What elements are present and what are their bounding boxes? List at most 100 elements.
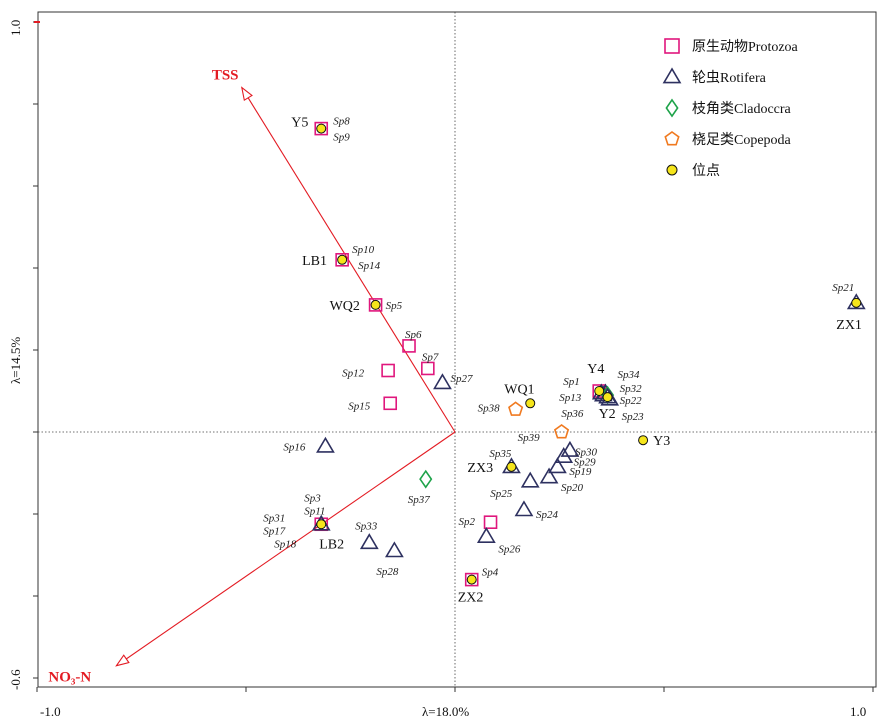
species-label-sp3: Sp3 xyxy=(304,492,321,504)
x-axis-title: λ=18.0% xyxy=(422,704,469,719)
species-marker-sp7 xyxy=(421,361,435,376)
species-marker-sp33 xyxy=(359,533,379,550)
x-tick-max: 1.0 xyxy=(850,704,866,719)
site-marker-zx2 xyxy=(466,574,477,585)
reference-lines xyxy=(33,12,876,692)
species-marker-sp39 xyxy=(553,424,570,439)
species-marker-sp24 xyxy=(514,500,534,517)
site-marker-lb1 xyxy=(337,254,348,265)
legend-protozoa-label: 原生动物Protozoa xyxy=(692,39,799,55)
legend-rotifera-label: 轮虫Rotifera xyxy=(692,70,767,86)
species-marker-sp8 xyxy=(314,121,329,136)
y-tick-min: -0.6 xyxy=(8,669,23,690)
site-label-wq1: WQ1 xyxy=(504,382,534,397)
species-label-sp7: Sp7 xyxy=(422,351,439,363)
site-marker-lb2 xyxy=(316,519,327,530)
species-label-sp25: Sp25 xyxy=(490,488,513,500)
species-label-sp27: Sp27 xyxy=(450,373,473,385)
species-label-sp5: Sp5 xyxy=(386,300,403,312)
site-label-wq2: WQ2 xyxy=(330,299,360,314)
species-label-sp10: Sp10 xyxy=(352,244,375,256)
species-label-sp12: Sp12 xyxy=(342,368,365,380)
species-label-sp16: Sp16 xyxy=(283,441,306,453)
species-marker-sp27 xyxy=(433,373,452,390)
species-marker-sp37 xyxy=(419,469,433,489)
species-label-sp19: Sp19 xyxy=(569,466,592,478)
species-label-sp36: Sp36 xyxy=(561,408,584,420)
env-vector-line xyxy=(116,431,456,667)
species-label-sp17: Sp17 xyxy=(263,525,286,537)
y-axis-title: λ=14.5% xyxy=(8,337,23,384)
species-marker-sp19 xyxy=(548,457,567,474)
site-label-lb1: LB1 xyxy=(302,254,327,269)
legend-copepoda-label: 桡足类Copepoda xyxy=(692,132,792,148)
species-label-sp13: Sp13 xyxy=(559,392,582,404)
species-label-sp35: Sp35 xyxy=(489,448,512,460)
species-label-sp37: Sp37 xyxy=(408,494,431,506)
species-label-sp33: Sp33 xyxy=(355,521,378,533)
legend-site-icon xyxy=(666,164,678,176)
species-marker-sp30 xyxy=(560,440,580,457)
env-vector-label: NO₃-N xyxy=(48,670,91,686)
species-label-sp22: Sp22 xyxy=(620,395,643,407)
species-marker-sp5 xyxy=(368,298,383,312)
legend: 原生动物Protozoa 轮虫Rotifera 枝角类Cladoccra 桡足类Cop… xyxy=(662,38,799,179)
legend-copepoda-icon xyxy=(664,131,680,146)
site-markers xyxy=(316,123,862,585)
env-vector-label: TSS xyxy=(212,68,239,84)
x-tick-min: -1.0 xyxy=(40,704,61,719)
legend-rotifera-icon xyxy=(662,67,682,84)
species-label-sp24: Sp24 xyxy=(536,509,559,521)
species-label-sp39: Sp39 xyxy=(518,432,541,444)
site-marker-y5 xyxy=(316,123,327,134)
species-label-sp29: Sp29 xyxy=(574,457,597,469)
species-label-sp38: Sp38 xyxy=(478,402,501,414)
species-marker-sp2 xyxy=(483,515,498,530)
site-label-y5: Y5 xyxy=(291,116,308,131)
legend-item-site: 位点 xyxy=(666,163,720,179)
species-label-sp1: Sp1 xyxy=(563,376,580,388)
site-label-y2: Y2 xyxy=(599,407,616,422)
species-label-sp26: Sp26 xyxy=(498,544,520,556)
legend-site-label: 位点 xyxy=(692,163,720,179)
species-label-sp30: Sp30 xyxy=(575,446,598,458)
legend-cladocera-label: 枝角类Cladoccra xyxy=(692,101,792,117)
legend-item-rotifera: 轮虫Rotifera xyxy=(662,67,767,86)
env-vector-arrowhead xyxy=(240,86,253,102)
species-label-sp23: Sp23 xyxy=(622,411,645,423)
site-label-y3: Y3 xyxy=(653,434,670,449)
species-marker-sp15 xyxy=(383,396,398,411)
species-label-sp21: Sp21 xyxy=(832,282,854,294)
species-marker-sp38 xyxy=(508,401,524,416)
site-marker-y4 xyxy=(594,386,605,396)
site-label-zx2: ZX2 xyxy=(458,591,484,606)
legend-item-cladocera: 枝角类Cladoccra xyxy=(665,98,792,118)
site-label-y4: Y4 xyxy=(587,362,604,377)
species-label-sp8: Sp8 xyxy=(333,116,350,128)
species-label-sp14: Sp14 xyxy=(358,260,381,272)
site-marker-wq2 xyxy=(370,299,381,310)
species-label-sp4: Sp4 xyxy=(482,567,499,579)
species-label-sp32: Sp32 xyxy=(620,383,643,395)
species-marker-sp10 xyxy=(335,253,349,267)
species-label-sp15: Sp15 xyxy=(348,400,371,412)
species-label-sp6: Sp6 xyxy=(405,329,422,341)
site-label-lb2: LB2 xyxy=(319,537,344,552)
env-vector-no-n: NO₃-N xyxy=(48,431,456,686)
site-label-zx1: ZX1 xyxy=(836,318,862,333)
species-label-sp20: Sp20 xyxy=(561,482,584,494)
site-marker-wq1 xyxy=(525,398,536,409)
species-label-sp31: Sp31 xyxy=(263,512,285,524)
env-vector-arrowhead xyxy=(115,654,130,667)
site-marker-zx3 xyxy=(506,461,517,472)
legend-cladocera-icon xyxy=(665,98,679,118)
species-label-sp2: Sp2 xyxy=(459,516,476,528)
species-marker-sp28 xyxy=(384,541,404,558)
legend-item-copepoda: 桡足类Copepoda xyxy=(664,131,792,148)
species-marker-sp26 xyxy=(476,526,496,543)
legend-item-protozoa: 原生动物Protozoa xyxy=(664,38,799,55)
legend-protozoa-icon xyxy=(664,38,680,54)
